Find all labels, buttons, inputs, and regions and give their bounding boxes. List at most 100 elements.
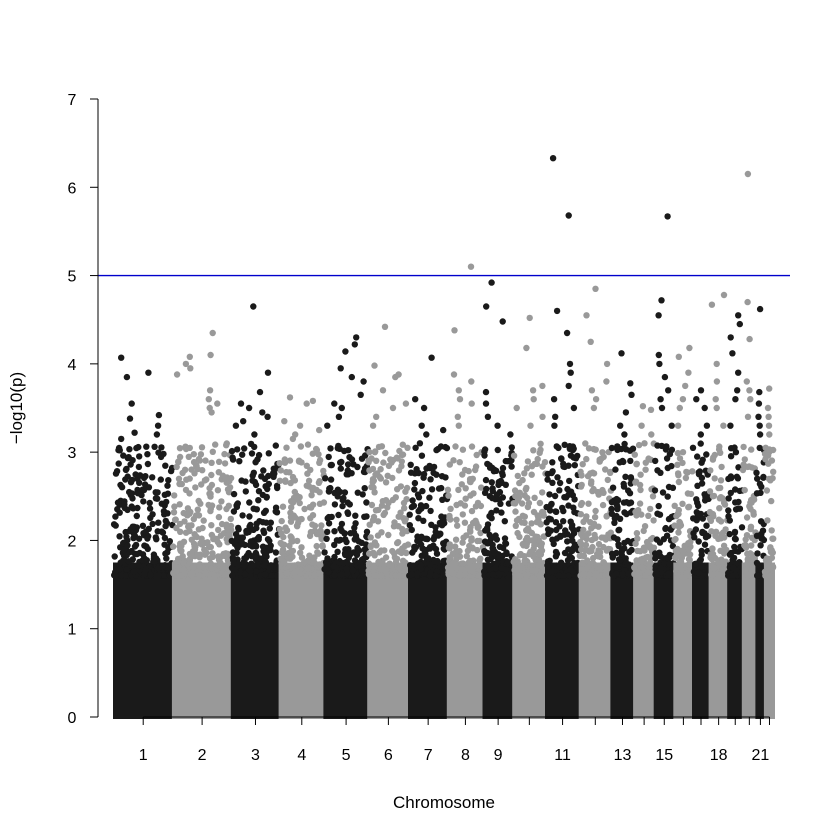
data-point — [407, 469, 415, 476]
data-point — [177, 528, 184, 535]
data-point — [135, 463, 143, 471]
data-point — [569, 537, 576, 544]
data-point — [418, 452, 426, 459]
top-data-point — [729, 350, 736, 357]
data-point — [588, 525, 595, 532]
top-data-point — [126, 415, 134, 422]
data-points — [110, 155, 777, 719]
data-point — [160, 572, 167, 579]
data-point — [536, 449, 543, 456]
data-point — [111, 553, 118, 560]
top-data-point — [118, 435, 125, 443]
data-point — [579, 559, 586, 566]
data-point — [639, 564, 647, 571]
data-point — [768, 497, 775, 505]
data-point — [122, 466, 130, 474]
chromosome-3-dense-band — [230, 562, 281, 719]
data-point — [489, 545, 497, 552]
data-point — [534, 455, 541, 463]
data-point — [247, 571, 254, 579]
data-point — [207, 493, 214, 500]
data-point — [733, 473, 741, 480]
data-point — [149, 474, 156, 481]
top-data-point — [668, 422, 675, 429]
data-point — [595, 540, 603, 548]
data-point — [308, 492, 315, 499]
data-point — [399, 525, 406, 533]
data-point — [187, 570, 194, 578]
data-point — [501, 535, 509, 542]
data-point — [682, 474, 690, 482]
top-data-point — [316, 426, 323, 434]
data-point — [763, 560, 771, 567]
data-point — [115, 460, 122, 467]
top-data-point — [592, 285, 599, 292]
top-data-point — [418, 422, 425, 429]
data-point — [161, 502, 168, 509]
data-point — [765, 460, 772, 467]
data-point — [208, 459, 215, 466]
top-data-point — [552, 413, 559, 420]
data-point — [475, 572, 482, 579]
data-point — [726, 530, 733, 538]
x-tick-label: 8 — [461, 747, 470, 764]
data-point — [608, 499, 616, 506]
data-point — [675, 529, 682, 536]
data-point — [624, 537, 632, 545]
data-point — [120, 452, 127, 459]
data-point — [246, 499, 253, 506]
data-point — [637, 471, 644, 478]
data-point — [369, 465, 377, 473]
data-point — [489, 494, 496, 502]
y-tick-label: 6 — [68, 180, 77, 197]
chromosome-6-points — [365, 323, 412, 719]
data-point — [327, 476, 335, 483]
data-point — [493, 559, 501, 567]
top-data-point — [251, 431, 258, 438]
top-data-point — [658, 297, 665, 304]
data-point — [387, 456, 394, 463]
top-data-point — [523, 344, 530, 352]
data-point — [381, 509, 389, 517]
data-point — [127, 491, 134, 499]
data-point — [443, 444, 451, 452]
data-point — [227, 515, 234, 523]
top-data-point — [420, 404, 428, 412]
data-point — [375, 558, 382, 566]
data-point — [365, 459, 372, 466]
data-point — [699, 456, 706, 463]
data-point — [413, 570, 421, 577]
y-tick-label: 5 — [68, 269, 77, 286]
data-point — [361, 485, 368, 492]
data-point — [235, 524, 242, 532]
top-data-point — [588, 387, 596, 394]
data-point — [556, 487, 563, 494]
data-point — [304, 470, 311, 477]
data-point — [316, 489, 323, 496]
data-point — [703, 522, 710, 529]
data-point — [452, 543, 459, 550]
data-point — [657, 564, 665, 572]
data-point — [565, 502, 572, 509]
data-point — [456, 547, 463, 555]
data-point — [675, 572, 682, 579]
data-point — [149, 520, 156, 528]
data-point — [748, 446, 755, 453]
data-point — [398, 451, 406, 459]
data-point — [272, 442, 279, 449]
data-point — [458, 566, 465, 573]
chromosome-1-points — [110, 354, 176, 719]
data-point — [523, 465, 531, 472]
data-point — [370, 572, 378, 579]
data-point — [661, 560, 668, 567]
data-point — [626, 490, 634, 497]
data-point — [311, 522, 319, 529]
data-point — [382, 479, 390, 486]
data-point — [322, 475, 329, 482]
data-point — [685, 540, 692, 547]
x-tick-label: 7 — [424, 747, 433, 764]
data-point — [488, 479, 495, 486]
data-point — [516, 479, 523, 487]
data-point — [524, 458, 532, 465]
x-tick-label: 6 — [384, 747, 393, 764]
